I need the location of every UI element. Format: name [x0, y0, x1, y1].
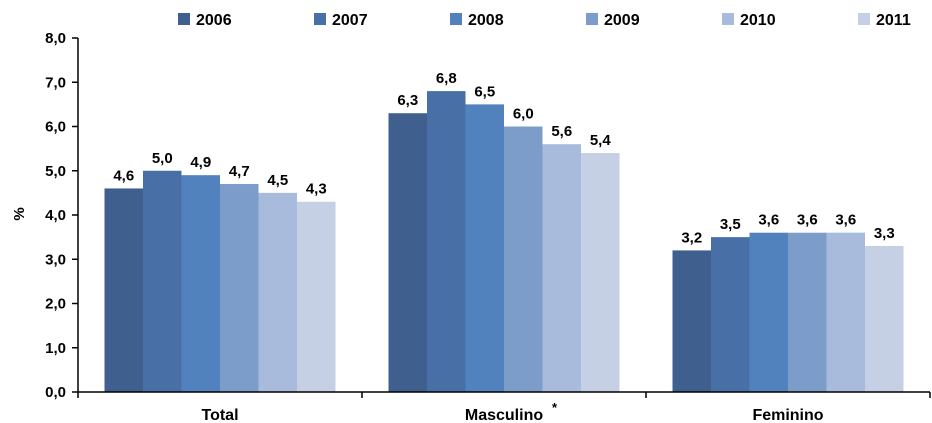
data-label: 3,6 [797, 212, 818, 229]
y-tick-label: 0,0 [45, 384, 66, 401]
bar [388, 113, 427, 392]
bar [181, 175, 220, 392]
bar [465, 104, 504, 392]
data-label: 4,3 [306, 181, 327, 198]
bar [220, 184, 259, 392]
legend-swatch [314, 13, 326, 25]
data-label: 4,6 [113, 167, 134, 184]
legend-swatch [722, 13, 734, 25]
bar [504, 126, 543, 392]
data-label: 3,6 [758, 212, 779, 229]
y-axis: 0,0 1,0 2,0 3,0 4,0 5,0 6,0 7,0 8,0 [45, 30, 79, 401]
bar [542, 144, 581, 392]
x-tick-note: * [552, 400, 558, 415]
legend-label: 2008 [468, 12, 504, 29]
bar [581, 153, 620, 392]
data-label: 5,6 [551, 123, 572, 140]
y-tick-label: 3,0 [45, 251, 66, 268]
bar [826, 232, 865, 392]
y-tick-label: 1,0 [45, 340, 66, 357]
bar [104, 188, 143, 392]
legend-label: 2006 [196, 12, 232, 29]
y-tick-label: 4,0 [45, 207, 66, 224]
bar [711, 237, 750, 392]
y-tick-label: 7,0 [45, 74, 66, 91]
bar [143, 170, 182, 392]
legend-swatch [450, 13, 462, 25]
bar [258, 192, 297, 392]
y-tick-label: 5,0 [45, 163, 66, 180]
data-label: 6,0 [513, 106, 534, 123]
data-label: 3,6 [835, 212, 856, 229]
legend-label: 2007 [332, 12, 368, 29]
data-label: 5,4 [590, 132, 612, 149]
x-tick-label: Masculino [465, 407, 543, 423]
bars: 4,6 5,0 4,9 4,7 4,5 4,3 6,3 6,8 6,5 6,0 5,6 5,4 3,2 3… [104, 70, 904, 392]
x-tick-label: Feminino [752, 407, 823, 423]
legend-label: 2011 [876, 12, 911, 29]
x-axis: Total Masculino * Feminino [77, 391, 931, 423]
data-label: 4,9 [190, 154, 211, 171]
bar [672, 250, 711, 392]
y-tick-label: 6,0 [45, 119, 66, 136]
legend-swatch [178, 13, 190, 25]
data-label: 6,3 [397, 92, 418, 109]
legend-swatch [586, 13, 598, 25]
data-label: 4,7 [229, 163, 250, 180]
legend-swatch [858, 13, 870, 25]
x-tick-label: Total [201, 407, 238, 423]
data-label: 3,3 [874, 225, 895, 242]
data-label: 3,2 [681, 229, 702, 246]
legend: 2006 2007 2008 2009 2010 2011 [178, 12, 911, 29]
legend-label: 2010 [740, 12, 776, 29]
bar [749, 232, 788, 392]
data-label: 5,0 [152, 150, 173, 167]
y-tick-label: 2,0 [45, 296, 66, 313]
data-label: 3,5 [720, 216, 741, 233]
y-tick-label: 8,0 [45, 30, 66, 47]
bar [297, 201, 336, 392]
bar [427, 91, 466, 392]
y-axis-label: % [11, 207, 28, 220]
data-label: 6,5 [474, 83, 495, 100]
data-label: 6,8 [436, 70, 457, 87]
bar [788, 232, 827, 392]
legend-label: 2009 [604, 12, 640, 29]
bar [865, 245, 904, 392]
data-label: 4,5 [267, 172, 288, 189]
